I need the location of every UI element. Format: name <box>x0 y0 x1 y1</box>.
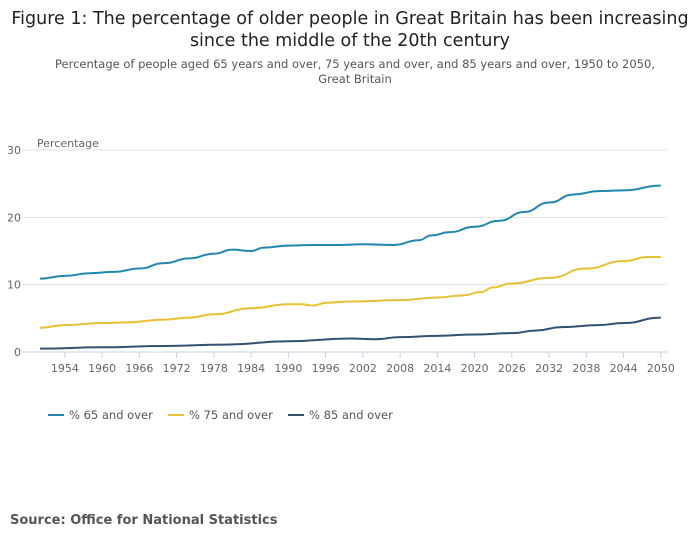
legend-label: % 75 and over <box>189 408 273 422</box>
x-tick-label: 2014 <box>423 362 451 375</box>
y-tick-label: 20 <box>7 211 21 224</box>
series-line-1 <box>39 184 661 280</box>
x-tick-label: 1990 <box>274 362 302 375</box>
legend-label: % 65 and over <box>69 408 153 422</box>
y-tick-label: 0 <box>14 346 21 359</box>
x-tick-label: 1966 <box>125 362 153 375</box>
x-tick-label: 1972 <box>163 362 191 375</box>
y-axis-label: Percentage <box>37 137 99 150</box>
x-tick-label: 1954 <box>51 362 79 375</box>
x-tick-label: 2032 <box>535 362 563 375</box>
x-tick-label: 2008 <box>386 362 414 375</box>
chart-subtitle: Percentage of people aged 65 years and o… <box>55 57 655 86</box>
x-tick-label: 2026 <box>498 362 526 375</box>
y-tick-label: 10 <box>7 279 21 292</box>
x-tick-label: 1996 <box>312 362 340 375</box>
x-tick-label: 1984 <box>237 362 265 375</box>
x-tick-label: 2020 <box>461 362 489 375</box>
series-line-3 <box>39 316 661 350</box>
x-tick-label: 2002 <box>349 362 377 375</box>
x-tick-label: 2044 <box>610 362 638 375</box>
chart-title: Figure 1: The percentage of older people… <box>11 9 689 51</box>
legend-label: % 85 and over <box>309 408 393 422</box>
source-note: Source: Office for National Statistics <box>10 513 278 528</box>
x-tick-label: 2038 <box>572 362 600 375</box>
x-tick-label: 2050 <box>647 362 675 375</box>
x-tick-label: 1960 <box>88 362 116 375</box>
y-tick-label: 30 <box>7 144 21 157</box>
x-tick-label: 1978 <box>200 362 228 375</box>
series-line-2 <box>39 256 661 329</box>
